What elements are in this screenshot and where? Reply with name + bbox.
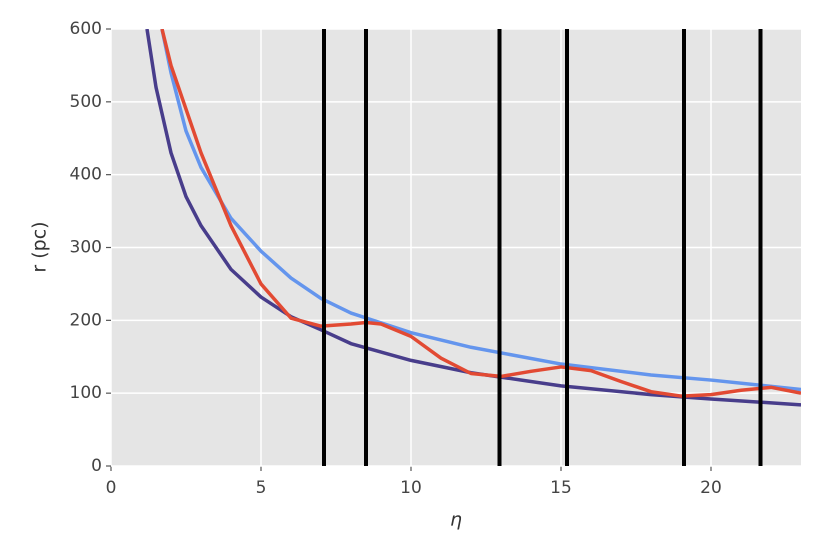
x-tick-label: 0 xyxy=(106,478,117,498)
y-tick-label: 200 xyxy=(70,310,102,330)
data-line xyxy=(160,29,801,392)
x-tick-label: 20 xyxy=(700,478,722,498)
y-axis-label: r (pc) xyxy=(29,221,51,272)
x-tick-label: 10 xyxy=(400,478,422,498)
y-tick-label: 600 xyxy=(70,19,102,39)
y-tick-label: 300 xyxy=(70,238,102,258)
x-tick-label: 5 xyxy=(256,478,267,498)
y-tick-label: 500 xyxy=(70,92,102,112)
x-axis-label: η xyxy=(450,509,462,531)
y-tick-label: 100 xyxy=(70,383,102,403)
x-tick-label: 15 xyxy=(550,478,572,498)
y-tick-label: 400 xyxy=(70,165,102,185)
y-tick-label: 0 xyxy=(91,456,102,476)
